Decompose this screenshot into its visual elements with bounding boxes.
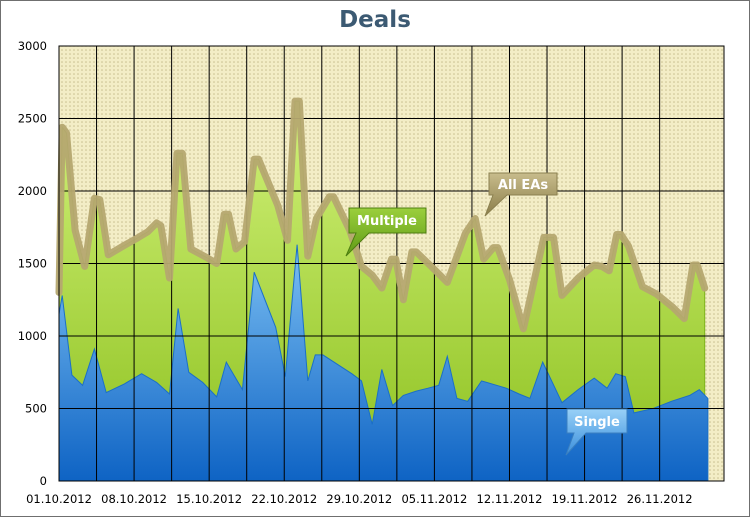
x-tick-label: 08.10.2012 (101, 492, 167, 506)
x-tick-label: 22.10.2012 (251, 492, 317, 506)
legend-callout-single: Single (565, 408, 628, 456)
x-tick-label: 15.10.2012 (176, 492, 242, 506)
x-tick-label: 29.10.2012 (326, 492, 392, 506)
chart-title: Deals (339, 7, 411, 33)
x-tick-label: 19.11.2012 (552, 492, 618, 506)
legend-callout-multiple: Multiple (345, 207, 427, 257)
y-tick-label: 2500 (18, 112, 47, 126)
x-tick-label: 05.11.2012 (401, 492, 467, 506)
y-tick-label: 3000 (18, 39, 47, 53)
series-line-all-eas (55, 97, 709, 333)
y-tick-label: 1500 (18, 257, 47, 271)
y-axis-ticks: 0 500 1000 1500 2000 2500 3000 (18, 39, 47, 488)
y-tick-label: 1000 (18, 329, 47, 343)
x-axis-ticks: 01.10.2012 08.10.2012 15.10.2012 22.10.2012… (26, 492, 693, 506)
plot-border (58, 45, 725, 482)
x-tick-label: 12.11.2012 (477, 492, 543, 506)
x-tick-label: 26.11.2012 (627, 492, 693, 506)
callout-multiple-label: Multiple (357, 214, 417, 229)
y-tick-label: 2000 (18, 184, 47, 198)
y-tick-label: 0 (40, 474, 47, 488)
callout-all-eas-label: All EAs (498, 178, 548, 193)
legend-callout-all-eas: All EAs (484, 172, 558, 217)
callout-single-label: Single (574, 415, 620, 430)
all-eas-outline (55, 97, 709, 333)
series-area-single (58, 244, 709, 482)
y-tick-label: 500 (25, 402, 47, 416)
x-tick-label: 01.10.2012 (26, 492, 92, 506)
